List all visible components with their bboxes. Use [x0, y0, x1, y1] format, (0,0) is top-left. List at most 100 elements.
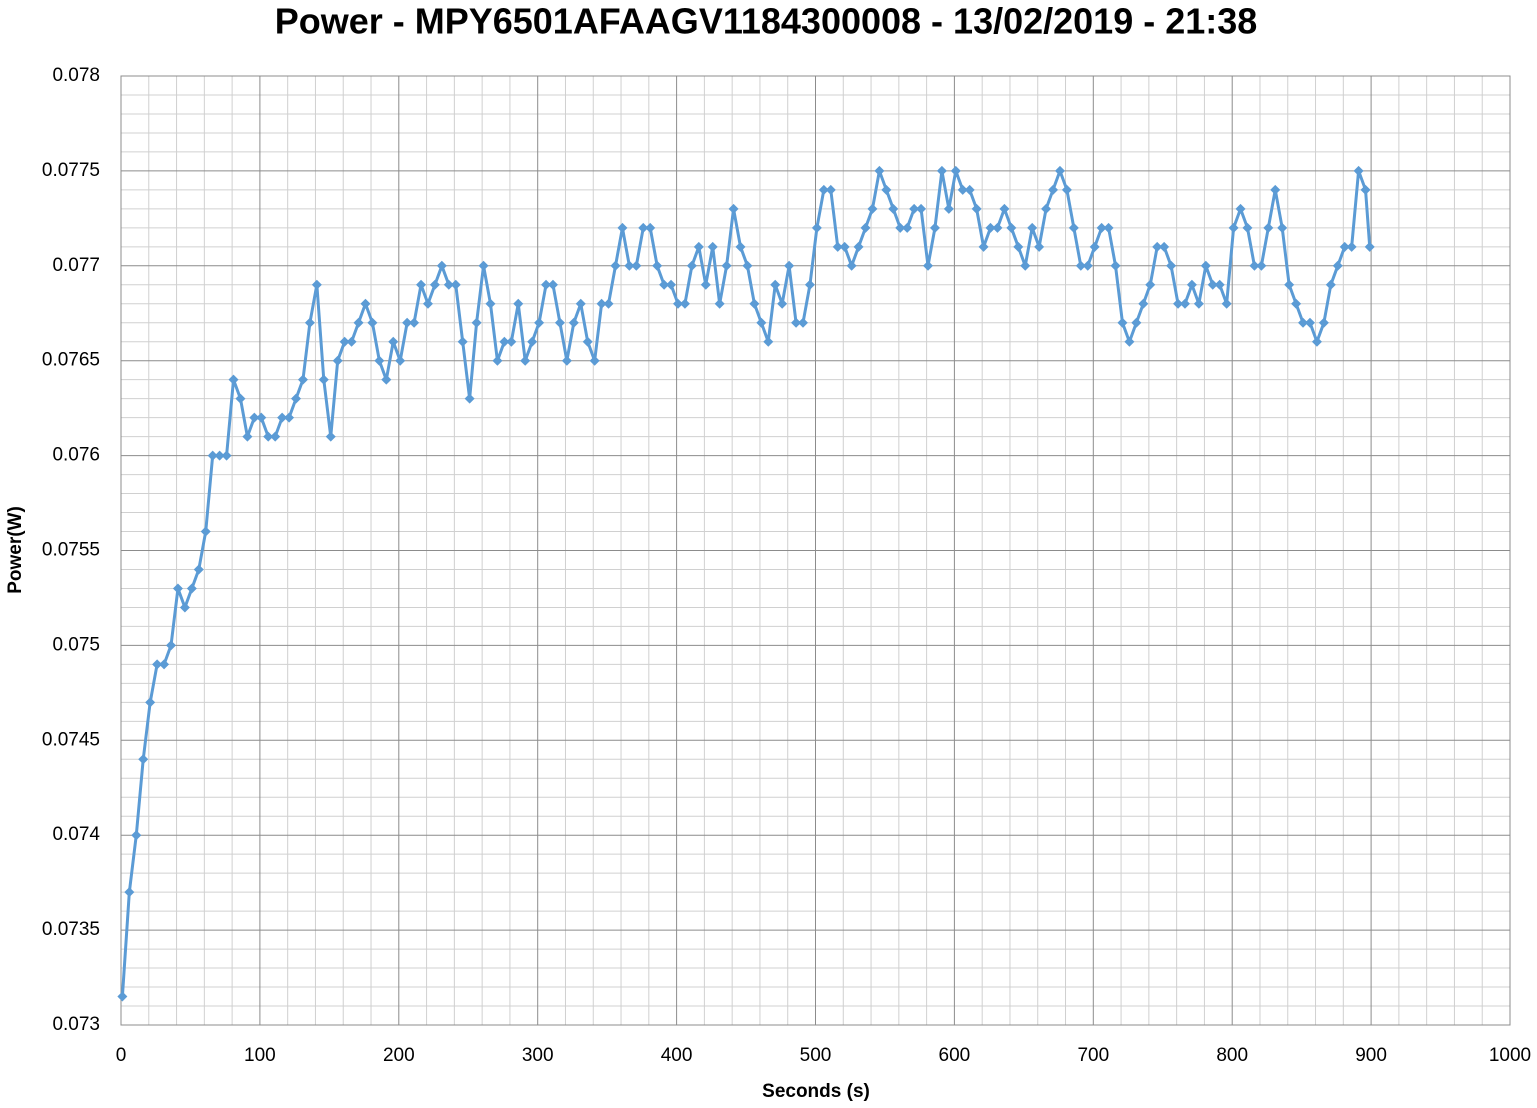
data-point — [395, 355, 406, 366]
data-point — [902, 222, 913, 233]
x-tick-label: 1000 — [1489, 1045, 1531, 1066]
data-point — [777, 298, 788, 309]
data-point — [770, 279, 781, 290]
data-point — [659, 279, 670, 290]
data-point — [304, 317, 315, 328]
data-point — [791, 317, 802, 328]
data-point — [1041, 203, 1052, 214]
data-point — [534, 317, 545, 328]
y-axis-title: Power(W) — [5, 506, 26, 594]
data-point — [409, 317, 420, 328]
data-point — [693, 241, 704, 252]
data-point — [666, 279, 677, 290]
data-point — [443, 279, 454, 290]
data-point — [297, 374, 308, 385]
data-point — [166, 640, 177, 651]
data-point — [589, 355, 600, 366]
data-point — [214, 450, 225, 461]
y-tick-label: 0.078 — [52, 65, 100, 86]
data-point — [1270, 184, 1281, 195]
data-point — [360, 298, 371, 309]
data-point — [318, 374, 329, 385]
data-point — [416, 279, 427, 290]
data-point — [728, 203, 739, 214]
data-point — [1311, 336, 1322, 347]
data-point — [1166, 260, 1177, 271]
data-point — [1284, 279, 1295, 290]
data-point — [464, 393, 475, 404]
data-point — [1186, 279, 1197, 290]
data-point — [867, 203, 878, 214]
data-point — [950, 165, 961, 176]
data-point — [1360, 184, 1371, 195]
data-point — [846, 260, 857, 271]
data-point — [1034, 241, 1045, 252]
data-point — [436, 260, 447, 271]
data-point — [332, 355, 343, 366]
data-point — [277, 412, 288, 423]
data-point — [1020, 260, 1031, 271]
data-point — [311, 279, 322, 290]
data-point — [339, 336, 350, 347]
data-point — [1249, 260, 1260, 271]
data-point — [721, 260, 732, 271]
data-point — [1200, 260, 1211, 271]
data-point — [1256, 260, 1267, 271]
data-point — [707, 241, 718, 252]
data-point — [159, 659, 170, 670]
data-point — [811, 222, 822, 233]
data-point — [1006, 222, 1017, 233]
data-point — [200, 526, 211, 537]
data-point — [742, 260, 753, 271]
data-point — [554, 317, 565, 328]
data-point — [131, 830, 142, 841]
data-point — [1332, 260, 1343, 271]
data-point — [596, 298, 607, 309]
data-point — [561, 355, 572, 366]
data-point — [1325, 279, 1336, 290]
data-point — [652, 260, 663, 271]
data-point — [895, 222, 906, 233]
data-point — [228, 374, 239, 385]
data-point — [1096, 222, 1107, 233]
data-point — [249, 412, 260, 423]
data-point — [429, 279, 440, 290]
data-point — [235, 393, 246, 404]
data-point — [422, 298, 433, 309]
y-tick-label: 0.073 — [52, 1014, 100, 1035]
y-tick-label: 0.0745 — [42, 729, 100, 750]
data-point — [1242, 222, 1253, 233]
data-point — [568, 317, 579, 328]
x-tick-label: 0 — [116, 1045, 127, 1066]
data-point — [881, 184, 892, 195]
data-point — [1054, 165, 1065, 176]
data-point — [367, 317, 378, 328]
data-point — [1159, 241, 1170, 252]
data-point — [179, 602, 190, 613]
data-point — [388, 336, 399, 347]
data-point — [1235, 203, 1246, 214]
data-point — [152, 659, 163, 670]
data-point — [263, 431, 274, 442]
data-point — [1353, 165, 1364, 176]
data-point — [638, 222, 649, 233]
data-point — [992, 222, 1003, 233]
y-tick-label: 0.077 — [52, 255, 100, 276]
data-point — [1173, 298, 1184, 309]
data-point — [749, 298, 760, 309]
data-point — [1145, 279, 1156, 290]
data-point — [381, 374, 392, 385]
data-point — [936, 165, 947, 176]
y-tick-label: 0.075 — [52, 634, 100, 655]
data-point — [291, 393, 302, 404]
data-point — [582, 336, 593, 347]
y-tick-label: 0.076 — [52, 445, 100, 466]
data-point — [1117, 317, 1128, 328]
y-tick-label: 0.0775 — [42, 160, 100, 181]
data-point — [485, 298, 496, 309]
data-point — [117, 991, 128, 1002]
data-point — [346, 336, 357, 347]
data-point — [971, 203, 982, 214]
x-axis-title: Seconds (s) — [762, 1081, 870, 1102]
data-point — [1207, 279, 1218, 290]
